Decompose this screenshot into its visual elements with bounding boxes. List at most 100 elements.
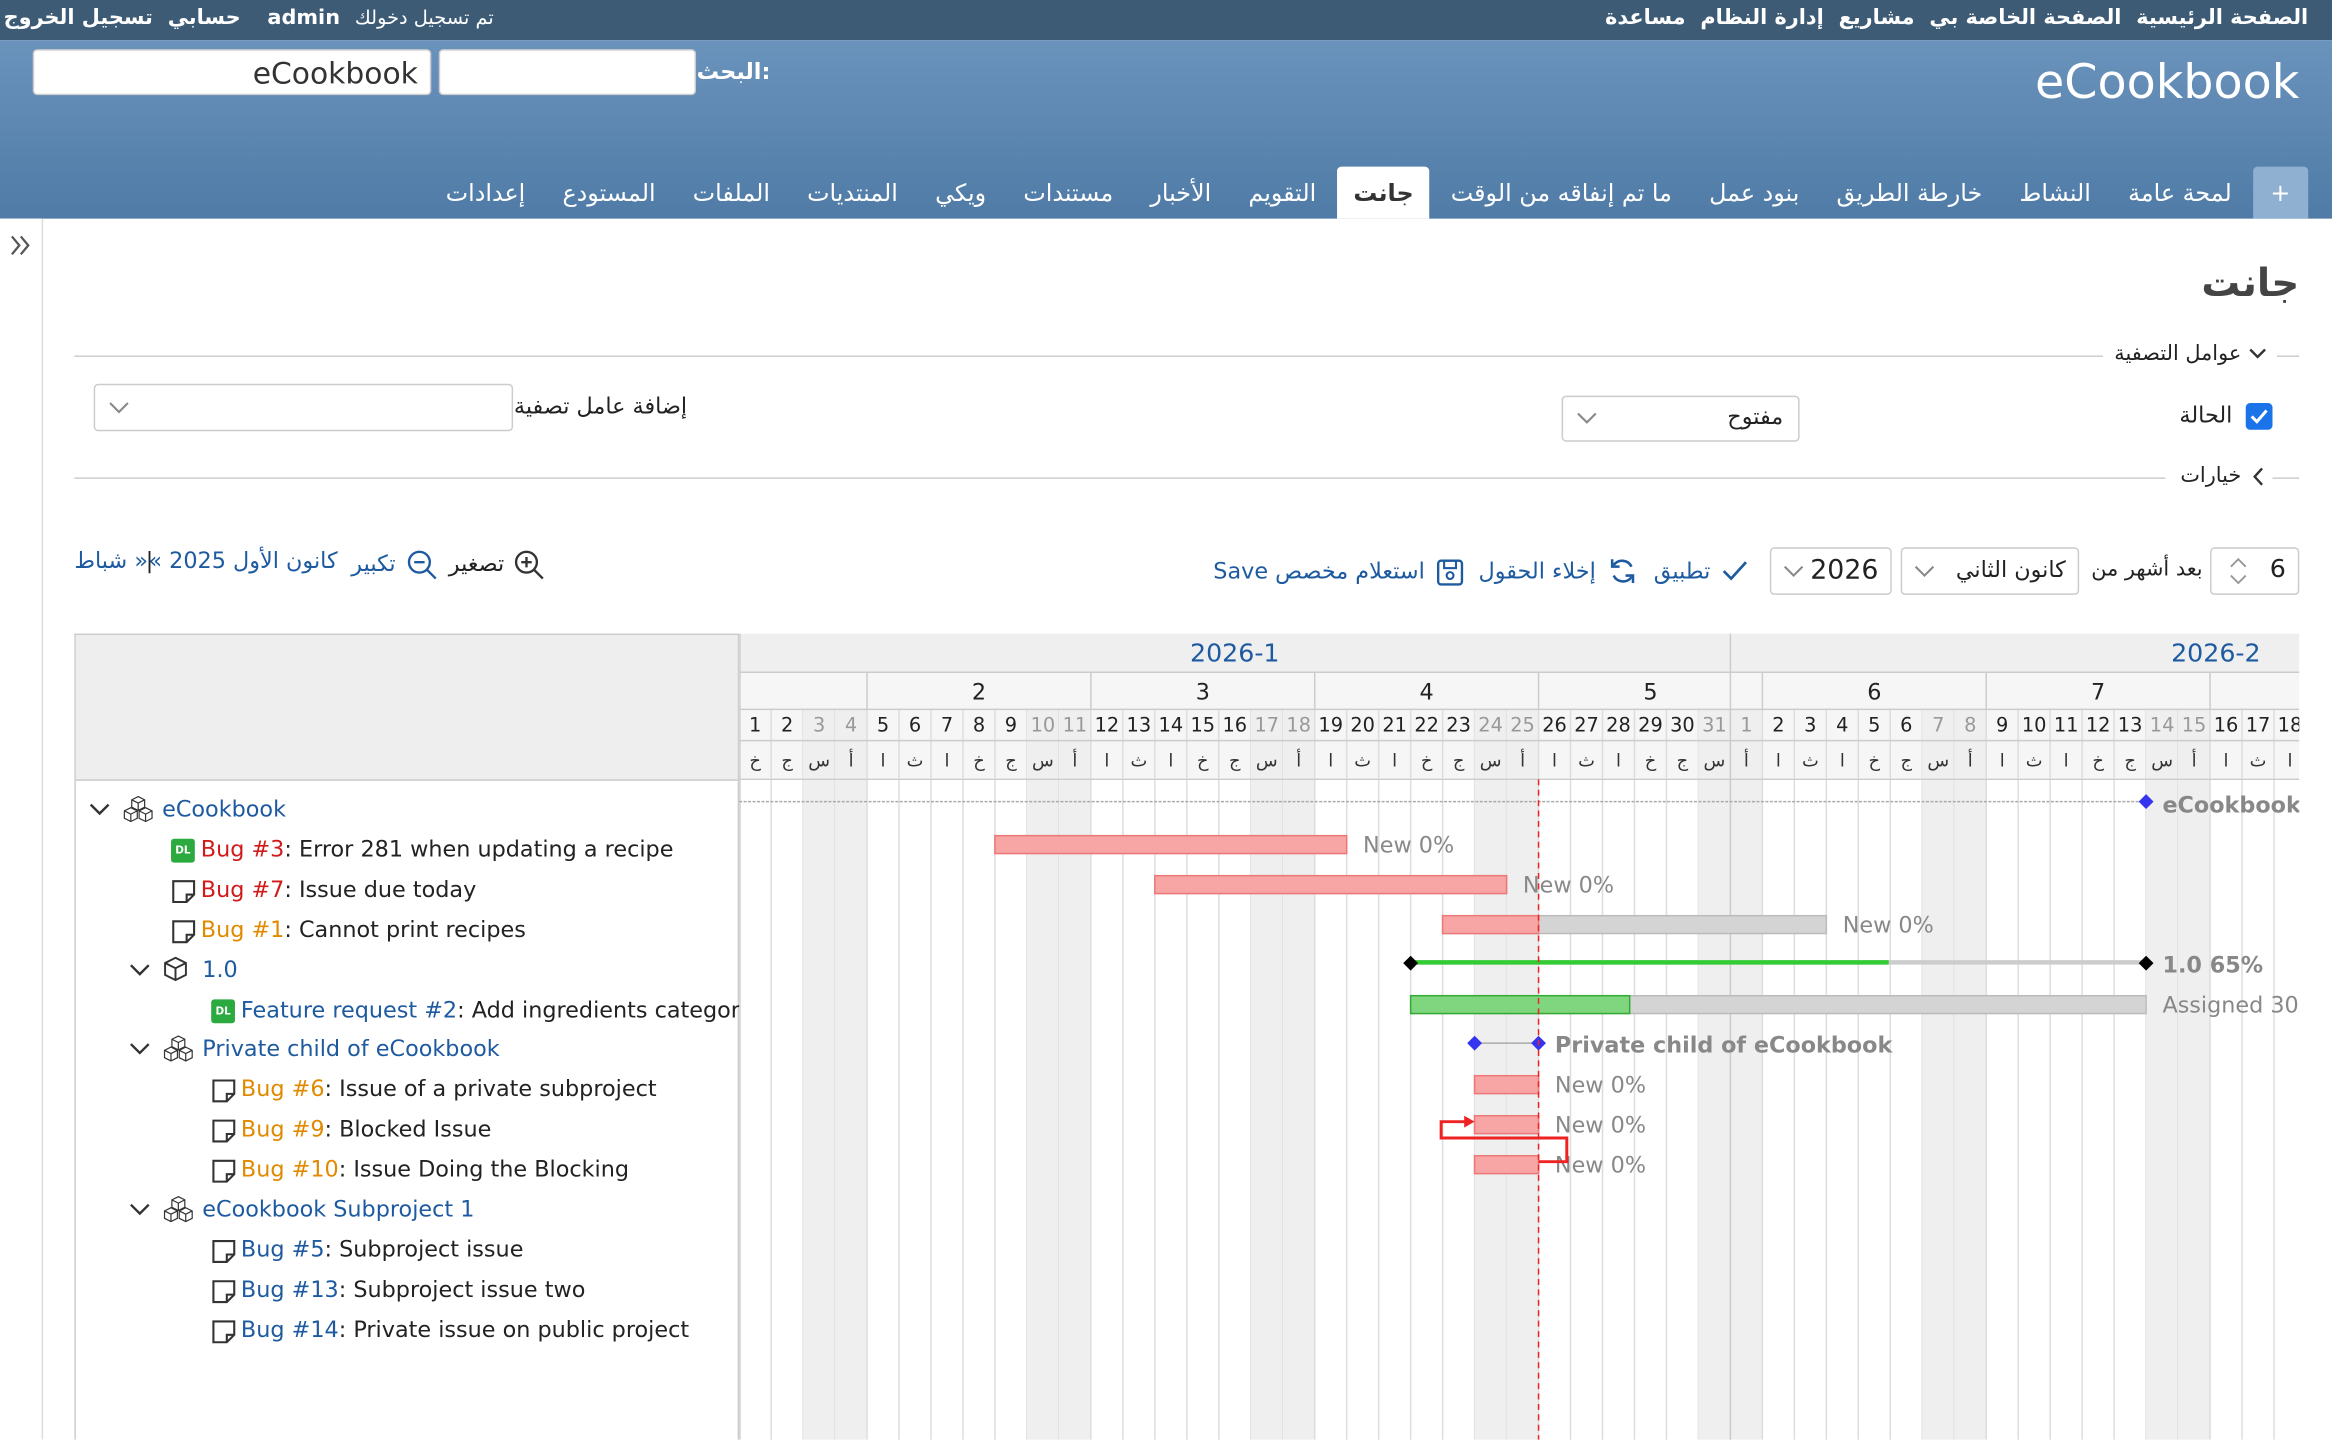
- weekend-column: [2178, 709, 2211, 1440]
- tab[interactable]: ما تم إنفاقه من الوقت: [1450, 178, 1672, 207]
- tab[interactable]: الملفات: [692, 178, 770, 207]
- day-number: 11: [2054, 713, 2079, 736]
- issue-subject-text: : Cannot print recipes: [284, 915, 526, 943]
- issue-link[interactable]: Bug #13: [240, 1275, 339, 1303]
- day-number: 22: [1414, 713, 1439, 736]
- expander: [130, 1203, 150, 1216]
- weekday-letter: خ: [1197, 750, 1209, 771]
- apply-link[interactable]: تطبيق: [1653, 557, 1711, 585]
- tab[interactable]: إعدادات: [445, 178, 526, 207]
- issue-link[interactable]: Bug #5: [240, 1235, 325, 1263]
- issue-link[interactable]: Bug #6: [240, 1075, 325, 1103]
- tab[interactable]: المنتديات: [807, 178, 898, 207]
- day-number: 8: [1964, 713, 1976, 736]
- weekday-letter: أ: [849, 748, 854, 771]
- tab[interactable]: بنود عمل: [1709, 178, 1800, 207]
- weekday-letter: ث: [1802, 750, 1819, 771]
- weekday-letter: ث: [1130, 750, 1147, 771]
- project-icon: [163, 1195, 193, 1223]
- day-number: 8: [973, 713, 985, 736]
- clear-link[interactable]: إخلاء الحقول: [1478, 557, 1596, 585]
- day-number: 5: [877, 713, 889, 736]
- status-select[interactable]: مفتوح: [1561, 395, 1800, 442]
- tab[interactable]: المستودع: [562, 178, 656, 207]
- account-link[interactable]: حسابي: [167, 5, 241, 30]
- project-link[interactable]: eCookbook: [162, 795, 287, 823]
- day-number: 7: [941, 713, 953, 736]
- month-select[interactable]: كانون الثاني: [1900, 547, 2080, 595]
- prev-month-link[interactable]: « كانون الأول 2025: [148, 547, 338, 575]
- relation-arrow: [1439, 1120, 1569, 1164]
- bar-label: Assigned 30%: [2162, 993, 2299, 1019]
- weekday-letter: ا: [1840, 750, 1845, 771]
- day-number: 23: [1446, 713, 1471, 736]
- zoom-in-link[interactable]: تكبير: [351, 550, 396, 578]
- weekday-letter: ج: [781, 750, 793, 771]
- weekday-letter: ج: [1901, 750, 1913, 771]
- months-input[interactable]: 6: [2210, 547, 2300, 595]
- issue-link[interactable]: Bug #3: [200, 835, 285, 863]
- tab[interactable]: مستندات: [1023, 178, 1114, 207]
- save-icon: [1436, 559, 1464, 586]
- day-number: 2: [781, 713, 793, 736]
- search-input[interactable]: [438, 49, 697, 96]
- top-menu-link[interactable]: مشاريع: [1838, 5, 1915, 30]
- weekday-letter: ا: [2224, 750, 2229, 771]
- weekday-letter: س: [1032, 750, 1054, 771]
- options-legend[interactable]: خيارات: [2180, 464, 2242, 488]
- top-menu-link[interactable]: الصفحة الخاصة بي: [1929, 5, 2122, 30]
- weekday-letter: أ: [1744, 748, 1749, 771]
- weekday-letter: ج: [1229, 750, 1241, 771]
- day-number: 26: [1542, 713, 1567, 736]
- tab[interactable]: لمحة عامة: [2128, 178, 2232, 207]
- weekday-letter: ا: [2064, 750, 2069, 771]
- issue-link[interactable]: Feature request #2: [240, 995, 458, 1023]
- day-number: 31: [1702, 713, 1727, 736]
- version-link[interactable]: 1.0: [202, 955, 238, 983]
- add-filter-select[interactable]: [93, 383, 514, 432]
- issue-link[interactable]: Bug #10: [240, 1155, 339, 1183]
- day-number: 13: [1127, 713, 1152, 736]
- top-bar: [0, 0, 2332, 41]
- issue-link[interactable]: Bug #1: [200, 915, 285, 943]
- top-menu-link[interactable]: مساعدة: [1605, 5, 1686, 30]
- clear-icon: [1610, 559, 1635, 583]
- tab[interactable]: جانت: [1337, 166, 1430, 219]
- tab[interactable]: +: [2252, 166, 2309, 219]
- weekday-letter: ا: [2287, 750, 2292, 771]
- tab[interactable]: خارطة الطريق: [1836, 178, 1983, 207]
- issue-subject: Bug #14: Private issue on public project: [241, 1316, 689, 1343]
- issue-link[interactable]: Bug #9: [240, 1115, 325, 1143]
- tab[interactable]: ويكي: [935, 178, 987, 207]
- top-menu-link[interactable]: الصفحة الرئيسية: [2136, 5, 2309, 30]
- day-number: 18: [2278, 713, 2300, 736]
- issue-link[interactable]: Bug #14: [240, 1315, 339, 1343]
- project-link[interactable]: Private child of eCookbook: [202, 1035, 500, 1063]
- project-jump[interactable]: eCookbook: [32, 49, 432, 96]
- save-link[interactable]: Save استعلام مخصص: [1213, 557, 1425, 585]
- weekday-letter: ا: [1328, 750, 1333, 771]
- options-line: [74, 477, 2166, 479]
- top-menu-link[interactable]: إدارة النظام: [1700, 5, 1824, 30]
- tab[interactable]: الأخبار: [1150, 178, 1212, 207]
- bar-label: Private child of eCookbook: [1555, 1033, 1894, 1059]
- issue-link[interactable]: Bug #7: [200, 875, 285, 903]
- filters-legend[interactable]: عوامل التصفية: [2114, 342, 2242, 366]
- project-link[interactable]: eCookbook Subproject 1: [202, 1195, 475, 1223]
- weekday-letter: ج: [1453, 750, 1465, 771]
- day-number: 9: [1996, 713, 2008, 736]
- logout-link[interactable]: تسجيل الخروج: [3, 5, 153, 30]
- issue-subject-text: : Private issue on public project: [338, 1315, 690, 1343]
- day-number: 27: [1574, 713, 1599, 736]
- day-number: 28: [1606, 713, 1631, 736]
- weekday-letter: ا: [1552, 750, 1557, 771]
- day-number: 29: [1638, 713, 1663, 736]
- user-link[interactable]: admin: [267, 5, 341, 30]
- task-done: [1409, 994, 1631, 1015]
- account-menu: تم تسجيل دخولك admin حسابي تسجيل الخروج: [4, 5, 494, 30]
- task-late: [1473, 1154, 1540, 1175]
- relation-arrowhead: [1464, 1115, 1475, 1128]
- next-month-link[interactable]: شباط »: [74, 547, 148, 575]
- tab[interactable]: التقويم: [1248, 178, 1317, 207]
- tab[interactable]: النشاط: [2019, 178, 2091, 207]
